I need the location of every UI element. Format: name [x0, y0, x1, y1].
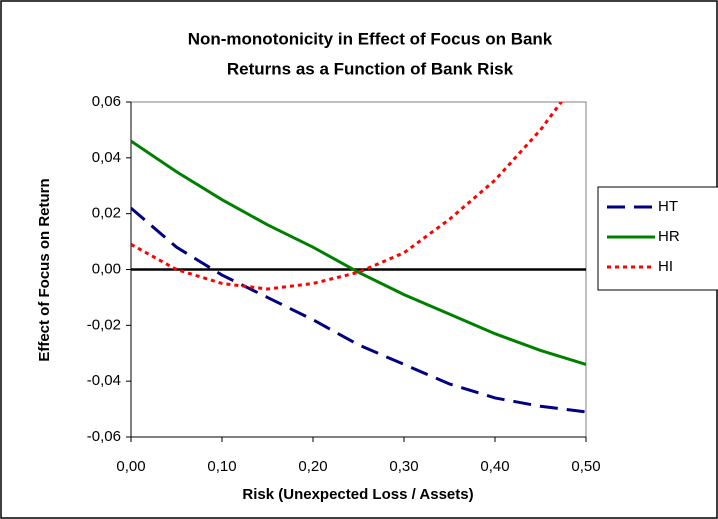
legend-label: HT: [658, 198, 678, 215]
chart-title: Non-monotonicity in Effect of Focus on B…: [188, 29, 553, 48]
series-line: [131, 102, 564, 291]
series-line: [131, 139, 586, 366]
y-tick-label: 0,02: [92, 205, 121, 222]
x-tick-label: 0,00: [116, 458, 145, 475]
x-tick-label: 0,50: [571, 458, 600, 475]
x-tick-label: 0,30: [389, 458, 418, 475]
chart-title: Returns as a Function of Bank Risk: [227, 59, 514, 78]
y-tick-label: -0,04: [87, 372, 121, 389]
x-tick-label: 0,10: [207, 458, 236, 475]
x-tick-label: 0,40: [480, 458, 509, 475]
y-axis-title: Effect of Focus on Return: [36, 178, 53, 361]
x-tick-label: 0,20: [298, 458, 327, 475]
y-tick-label: 0,00: [92, 260, 121, 277]
legend-label: HI: [658, 258, 673, 275]
series-line: [131, 206, 586, 414]
x-axis-title: Risk (Unexpected Loss / Assets): [242, 486, 473, 503]
legend-label: HR: [658, 228, 680, 245]
y-tick-label: -0,06: [87, 428, 121, 445]
y-tick-label: 0,06: [92, 93, 121, 110]
y-tick-label: 0,04: [92, 149, 121, 166]
plot-lines: [131, 102, 586, 414]
y-tick-label: -0,02: [87, 316, 121, 333]
